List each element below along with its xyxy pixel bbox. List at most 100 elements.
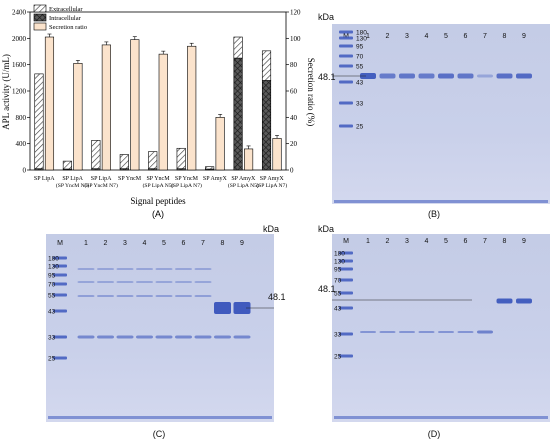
marker-size-label: 43 (334, 306, 342, 313)
panel-d-caption: (D) (427, 429, 441, 439)
y2-axis-label: Secretion ratio (%) (306, 58, 316, 126)
lane-number: 4 (425, 238, 429, 245)
protein-band (97, 281, 114, 283)
protein-band (438, 331, 454, 333)
marker-size-label: 180 (356, 30, 367, 37)
marker-size-label: 33 (334, 332, 342, 339)
bar-intracellular (261, 80, 272, 171)
protein-band (194, 268, 212, 270)
panel-b-caption: (B) (428, 209, 440, 219)
x-tick-sublabel: (SP LipA N7) (171, 182, 202, 189)
protein-band (233, 302, 251, 314)
protein-band (194, 335, 212, 339)
marker-size-label: 55 (48, 293, 56, 300)
marker-size-label: 33 (356, 101, 364, 108)
protein-band (214, 335, 231, 339)
x-tick-sublabel: (SP LipA N7) (256, 182, 287, 189)
protein-band (97, 268, 114, 270)
marker-band (339, 291, 353, 295)
marker-band (53, 309, 67, 313)
marker-band (339, 278, 353, 282)
marker-size-label: 95 (48, 273, 56, 280)
dye-front (334, 200, 548, 203)
y2-tick-label: 40 (290, 114, 298, 122)
marker-size-label: 130 (334, 259, 345, 266)
x-tick-label: SP YncM (146, 176, 170, 182)
protein-band (136, 295, 153, 297)
protein-band (77, 335, 95, 339)
legend: Extracellular Intracellular Secretion ra… (33, 4, 87, 31)
bar-extracellular (148, 151, 158, 169)
lane-number: 6 (464, 33, 468, 40)
lane-number: 4 (143, 240, 147, 247)
protein-band (116, 335, 134, 339)
marker-band (339, 259, 353, 263)
marker-band (53, 293, 67, 297)
legend-label-extracellular: Extracellular (49, 6, 83, 13)
x-tick-label: SP AmyX (203, 176, 228, 182)
legend-label-intracellular: Intracellular (49, 15, 82, 22)
marker-size-label: 43 (48, 309, 56, 316)
lane-number: 9 (240, 240, 244, 247)
protein-band (418, 73, 435, 79)
lane-number: 1 (84, 240, 88, 247)
y2-tick-label: 80 (290, 61, 298, 69)
protein-band (457, 331, 474, 333)
marker-band (339, 54, 353, 58)
marker-size-label: 130 (356, 36, 367, 43)
protein-band (97, 295, 114, 297)
lane-number: 4 (425, 33, 429, 40)
bar-secretion-ratio (73, 63, 83, 171)
lane-number: 5 (162, 240, 166, 247)
legend-swatch-intracellular (33, 13, 47, 22)
panel-a-caption: (A) (152, 209, 164, 219)
bar-extracellular (91, 140, 101, 169)
protein-band (379, 73, 396, 79)
protein-band (360, 73, 376, 79)
panel-c-caption: (C) (152, 429, 166, 439)
lane-number: 2 (104, 240, 108, 247)
marker-band (339, 101, 353, 105)
lane-number: 8 (503, 238, 507, 245)
lane-number: 3 (405, 238, 409, 245)
lane-number: 2 (386, 33, 390, 40)
x-tick-label: SP LipA (34, 176, 55, 182)
panel-c: M 1 2 3 4 5 6 7 8 9 180 130 95 70 55 43 33 25 kDa 48.1 (C… (0, 222, 318, 441)
bar-intracellular (233, 57, 243, 171)
x-tick-label: SP LipA (91, 176, 112, 182)
protein-band (379, 331, 396, 333)
protein-band (175, 268, 192, 270)
bar-extracellular (119, 154, 129, 169)
x-tick-sublabel: (SP YncM N5) (56, 182, 90, 189)
protein-band (136, 281, 153, 283)
marker-size-label: 55 (334, 291, 342, 298)
lane-number: 3 (123, 240, 127, 247)
bar-secretion-ratio (215, 117, 225, 171)
y-tick-label: 2400 (12, 9, 27, 17)
x-tick-label: SP AmyX (231, 176, 256, 182)
protein-band (77, 295, 95, 297)
y-tick-label: 800 (16, 114, 27, 122)
unit-label: kDa (318, 224, 335, 234)
x-tick-sublabel: (SP LipA N5) (228, 182, 259, 189)
marker-band (53, 356, 67, 360)
protein-band (97, 335, 114, 339)
marker-lane-label: M (343, 238, 349, 245)
marker-size-label: 55 (356, 64, 364, 71)
x-axis-label: Signal peptides (130, 196, 186, 206)
protein-band (477, 74, 493, 78)
y2-tick-label: 120 (290, 9, 301, 17)
marker-band (339, 332, 353, 336)
protein-band (496, 73, 513, 79)
protein-band (77, 281, 95, 283)
protein-band (516, 298, 532, 304)
marker-size-label: 33 (48, 335, 56, 342)
x-tick-label: SP YncM (118, 176, 142, 182)
marker-size-label: 180 (334, 251, 345, 258)
marker-size-label: 70 (356, 54, 364, 61)
bar-extracellular (233, 36, 243, 59)
bar-secretion-ratio (130, 39, 140, 171)
